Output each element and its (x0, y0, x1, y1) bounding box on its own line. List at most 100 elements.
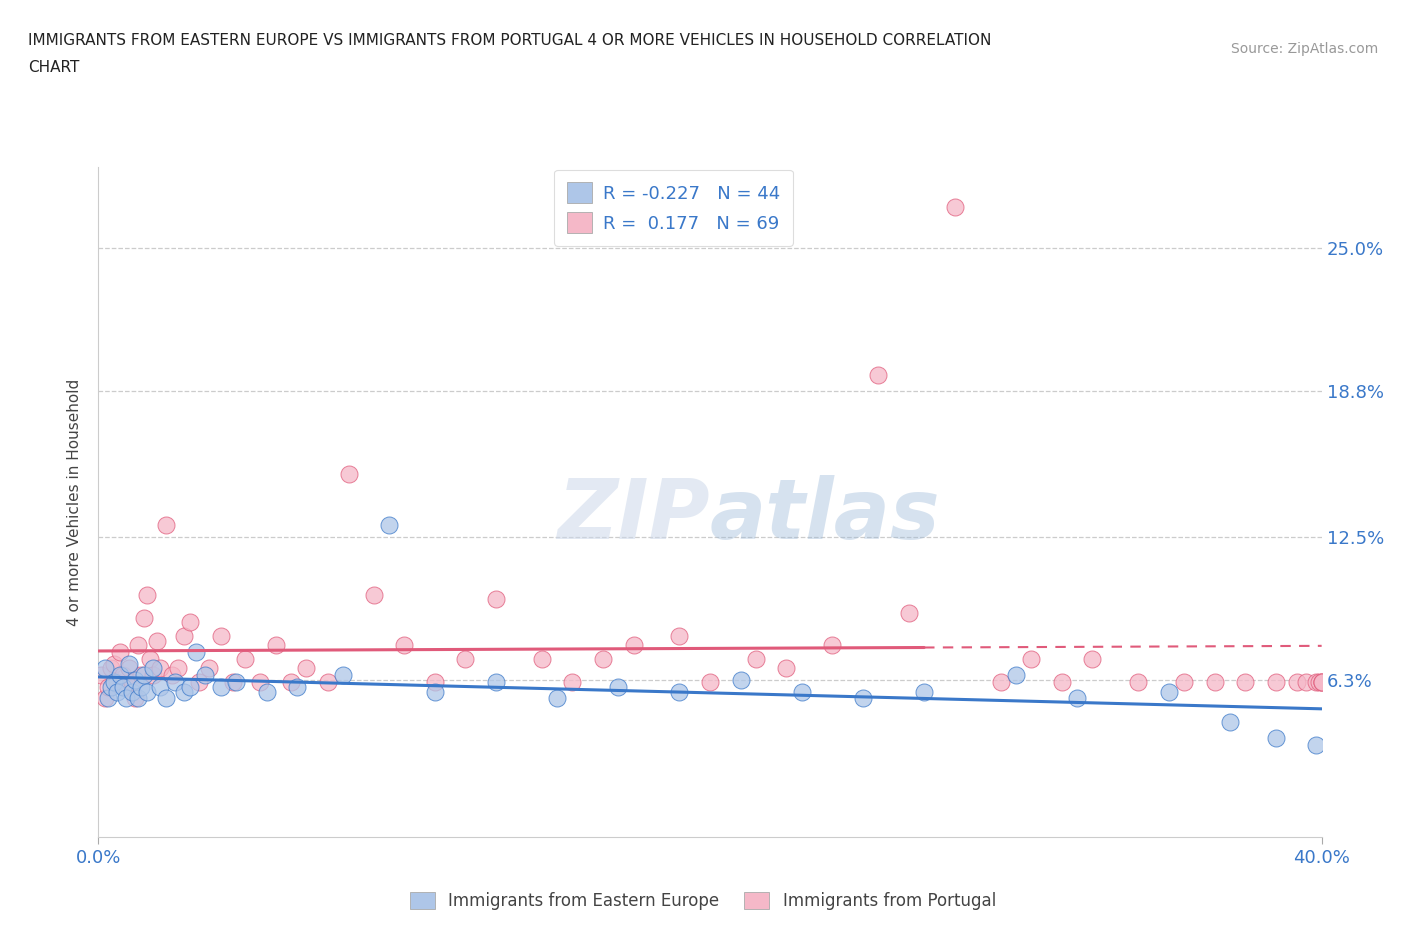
Point (124, 691, 146, 706)
Point (530, 652, 553, 667)
Point (1264, 675, 1286, 690)
Point (1081, 652, 1104, 667)
Point (897, 605, 920, 620)
Point (209, 680, 232, 695)
Legend: Immigrants from Eastern Europe, Immigrants from Portugal: Immigrants from Eastern Europe, Immigran… (404, 885, 1002, 917)
Point (485, 591, 508, 606)
Point (233, 652, 256, 667)
Point (105, 684, 128, 699)
Point (485, 675, 508, 690)
Point (129, 668, 152, 683)
Point (103, 657, 125, 671)
Point (990, 675, 1012, 690)
Point (745, 652, 768, 667)
Text: Source: ZipAtlas.com: Source: ZipAtlas.com (1230, 42, 1378, 56)
Point (392, 638, 416, 653)
Point (115, 691, 138, 706)
Point (1173, 675, 1195, 690)
Point (173, 629, 195, 644)
Point (1286, 675, 1309, 690)
Point (163, 675, 186, 690)
Point (222, 675, 245, 690)
Point (1310, 675, 1333, 690)
Point (423, 675, 446, 690)
Point (1305, 737, 1327, 752)
Point (108, 668, 131, 683)
Point (118, 661, 141, 676)
Point (134, 668, 156, 683)
Point (111, 668, 134, 683)
Point (775, 661, 797, 676)
Point (561, 675, 583, 690)
Point (1019, 652, 1042, 667)
Point (332, 668, 354, 683)
Point (97, 680, 120, 695)
Point (1157, 684, 1180, 699)
Point (378, 518, 401, 533)
Point (852, 691, 875, 706)
Point (90, 668, 112, 683)
Point (256, 684, 278, 699)
Point (337, 467, 360, 482)
Point (316, 675, 339, 690)
Point (127, 638, 149, 653)
Point (139, 652, 162, 667)
Text: IMMIGRANTS FROM EASTERN EUROPE VS IMMIGRANTS FROM PORTUGAL 4 OR MORE VEHICLES IN: IMMIGRANTS FROM EASTERN EUROPE VS IMMIGR… (28, 33, 991, 47)
Point (149, 680, 172, 695)
Point (136, 684, 159, 699)
Text: ZIP: ZIP (557, 475, 710, 556)
Point (868, 367, 890, 382)
Text: atlas: atlas (710, 475, 941, 556)
Point (943, 199, 966, 214)
Point (118, 657, 141, 671)
Point (607, 680, 630, 695)
Point (179, 680, 201, 695)
Point (111, 680, 134, 695)
Point (668, 684, 690, 699)
Point (1305, 675, 1327, 690)
Point (1004, 668, 1026, 683)
Point (134, 610, 156, 625)
Point (546, 691, 568, 706)
Point (100, 661, 122, 676)
Point (249, 675, 271, 690)
Point (108, 644, 131, 659)
Point (1295, 675, 1317, 690)
Point (1234, 675, 1257, 690)
Point (699, 675, 721, 690)
Point (454, 652, 477, 667)
Point (97, 691, 120, 706)
Point (121, 684, 143, 699)
Point (173, 684, 195, 699)
Point (280, 675, 302, 690)
Point (127, 691, 149, 706)
Point (105, 675, 128, 690)
Point (623, 638, 645, 653)
Point (167, 661, 190, 676)
Point (197, 661, 219, 676)
Point (145, 633, 167, 648)
Point (93, 691, 115, 706)
Point (115, 680, 138, 695)
Point (295, 661, 318, 676)
Y-axis label: 4 or more Vehicles in Household: 4 or more Vehicles in Household (67, 379, 83, 626)
Point (285, 680, 308, 695)
Point (209, 629, 232, 644)
Point (129, 680, 152, 695)
Point (1050, 675, 1073, 690)
Point (790, 684, 813, 699)
Point (1310, 675, 1333, 690)
Point (93, 661, 115, 676)
Point (1066, 691, 1088, 706)
Point (1308, 675, 1330, 690)
Point (423, 684, 446, 699)
Point (592, 652, 614, 667)
Point (264, 638, 287, 653)
Point (160, 668, 183, 683)
Point (124, 672, 146, 687)
Point (1310, 675, 1333, 690)
Point (121, 675, 143, 690)
Point (142, 668, 165, 683)
Point (225, 675, 247, 690)
Point (912, 684, 935, 699)
